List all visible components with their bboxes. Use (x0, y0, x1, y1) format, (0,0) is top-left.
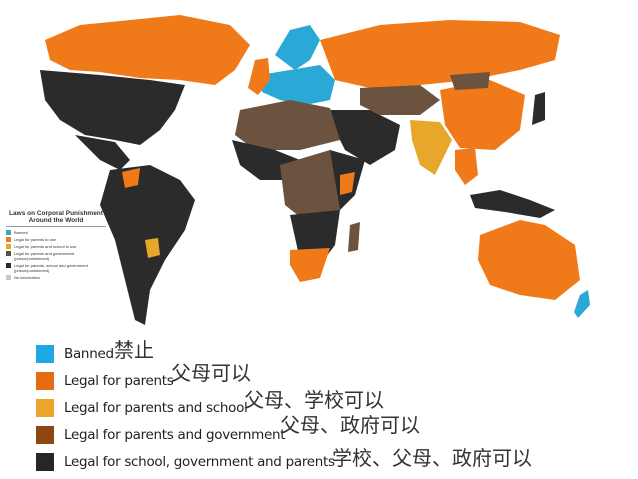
region-central-asia (360, 85, 440, 115)
legend-swatch (36, 452, 54, 471)
legend-swatch (36, 371, 54, 390)
map-legend-item: Banned (6, 230, 106, 235)
world-map (40, 15, 590, 325)
map-legend-item: Legal for parents to use (6, 237, 106, 242)
legend-item-all: Legal for school, government and parents… (36, 448, 532, 475)
region-japan (532, 92, 545, 125)
legend-swatch (6, 237, 11, 242)
region-india (410, 120, 452, 175)
legend-swatch (36, 344, 54, 363)
map-legend-item: Legal for parents and school to use (6, 244, 106, 249)
legend-item-parents-school: Legal for parents and school 父母、学校可以 (36, 390, 384, 421)
region-south-africa (290, 248, 330, 282)
legend-item-parents: Legal for parents 父母可以 (36, 363, 335, 394)
region-madagascar (348, 222, 360, 252)
legend-swatch (6, 251, 11, 256)
region-china (440, 80, 525, 150)
legend-swatch (6, 263, 11, 268)
map-legend-item: Legal for parents and government (prison… (6, 251, 106, 261)
region-paraguay (145, 238, 160, 258)
region-middle-east (330, 110, 400, 165)
region-russia (320, 20, 560, 88)
region-usa (40, 70, 185, 145)
region-venezuela (122, 168, 140, 188)
region-southeast-asia (455, 148, 478, 185)
region-scandinavia (275, 25, 320, 70)
map-legend-title: Laws on Corporal Punishment Around the W… (6, 210, 106, 227)
legend-item-banned: Banned 禁止 (36, 340, 335, 367)
region-central-africa (280, 150, 350, 225)
region-europe (260, 65, 335, 105)
region-kenya (340, 172, 355, 195)
region-indonesia (470, 190, 555, 218)
map-inset-legend: Laws on Corporal Punishment Around the W… (6, 210, 106, 282)
legend-swatch (36, 425, 54, 444)
region-mongolia (450, 72, 490, 90)
legend-swatch (36, 398, 54, 417)
region-uk-france (248, 58, 270, 95)
legend-swatch (6, 275, 11, 280)
region-central-america (75, 135, 130, 170)
region-north-africa (235, 100, 340, 150)
region-new-zealand (574, 290, 590, 318)
region-australia (478, 220, 580, 300)
legend-swatch (6, 244, 11, 249)
map-legend-item: Legal for parents, school and government… (6, 263, 106, 273)
region-canada-alaska (45, 15, 250, 85)
legend-swatch (6, 230, 11, 235)
legend-item-parents-government: Legal for parents and government 父母、政府可以 (36, 415, 420, 448)
main-legend: Banned 禁止 Legal for parents 父母可以 Legal f… (36, 340, 532, 475)
map-legend-item: No information (6, 275, 106, 280)
